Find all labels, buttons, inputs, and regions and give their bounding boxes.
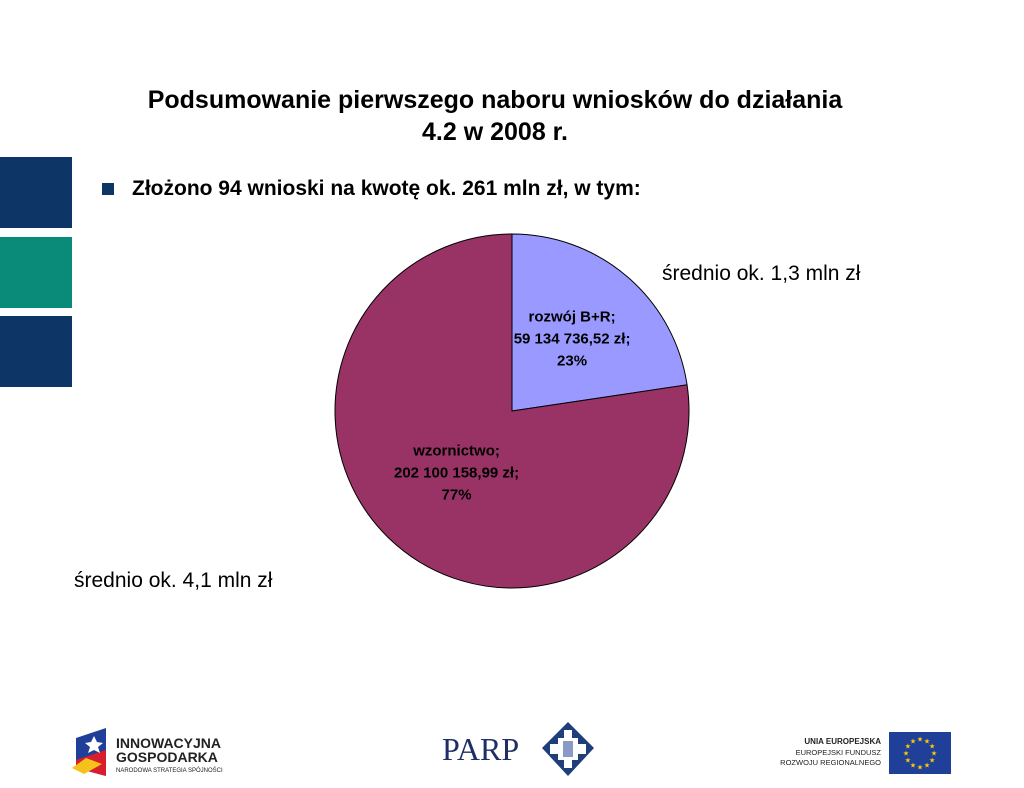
bullet-text: Złożono 94 wnioski na kwotę ok. 261 mln … (132, 177, 641, 200)
eu-logo: UNIA EUROPEJSKA EUROPEJSKI FUNDUSZ ROZWO… (780, 732, 951, 774)
ue-line2: EUROPEJSKI FUNDUSZ (796, 748, 882, 757)
pie-label-0-2: 23% (557, 352, 587, 369)
ue-line1: UNIA EUROPEJSKA (804, 737, 881, 746)
ig-flag-icon (72, 728, 106, 776)
side-block-top (0, 157, 72, 228)
eu-star-icon: ★ (910, 762, 916, 770)
ue-line3: ROZWOJU REGIONALNEGO (780, 758, 881, 767)
ig-line1: INNOWACYJNA (116, 735, 221, 751)
slide-title-line1: Podsumowanie pierwszego naboru wniosków … (147, 86, 843, 114)
parp-diamond-icon (542, 722, 594, 776)
eu-stars-icon: ★ ★★★★★★★★★★★ (903, 736, 937, 772)
innowacyjna-gospodarka-logo: INNOWACYJNA GOSPODARKA NARODOWA STRATEGI… (72, 728, 223, 776)
eu-star-icon: ★ (929, 757, 935, 765)
eu-star-icon: ★ (924, 762, 930, 770)
parp-logo: PARP (442, 722, 594, 776)
note-wzornictwo-average: średnio ok. 4,1 mln zł (74, 569, 273, 592)
slide-title-line2: 4.2 w 2008 r. (422, 118, 568, 146)
pie-label-1-1: 202 100 158,99 zł; (394, 464, 519, 481)
eu-star-icon: ★ (905, 743, 911, 751)
slide-title: Podsumowanie pierwszego naboru wniosków … (60, 84, 930, 148)
pie-slice-1 (334, 233, 690, 589)
eu-star-icon: ★ (903, 750, 909, 758)
eu-star-icon: ★ (910, 737, 916, 745)
ig-line2: GOSPODARKA (116, 749, 218, 765)
pie-label-1-0: wzornictwo; (412, 442, 500, 459)
eu-star-icon: ★ (917, 736, 923, 744)
pie-label-0-0: rozwój B+R; (529, 308, 616, 325)
parp-wordmark: PARP (442, 731, 519, 767)
pie-label-0-1: 59 134 736,52 zł; (514, 330, 631, 347)
side-block-middle (0, 237, 72, 308)
bullet-item: Złożono 94 wnioski na kwotę ok. 261 mln … (102, 177, 641, 201)
side-block-bottom (0, 316, 72, 387)
eu-flag-icon (889, 732, 951, 774)
eu-star-icon: ★ (931, 750, 937, 758)
eu-star-icon: ★ (924, 737, 930, 745)
pie-label-1-2: 77% (442, 486, 472, 503)
eu-star-icon: ★ (905, 757, 911, 765)
eu-star-icon: ★ (917, 764, 923, 772)
ig-line3: NARODOWA STRATEGIA SPÓJNOŚCI (116, 766, 223, 774)
note-rozwoj-average: średnio ok. 1,3 mln zł (662, 262, 861, 285)
eu-star-icon: ★ (929, 743, 935, 751)
bullet-square-icon (102, 183, 114, 195)
pie-slice-0 (511, 233, 688, 412)
